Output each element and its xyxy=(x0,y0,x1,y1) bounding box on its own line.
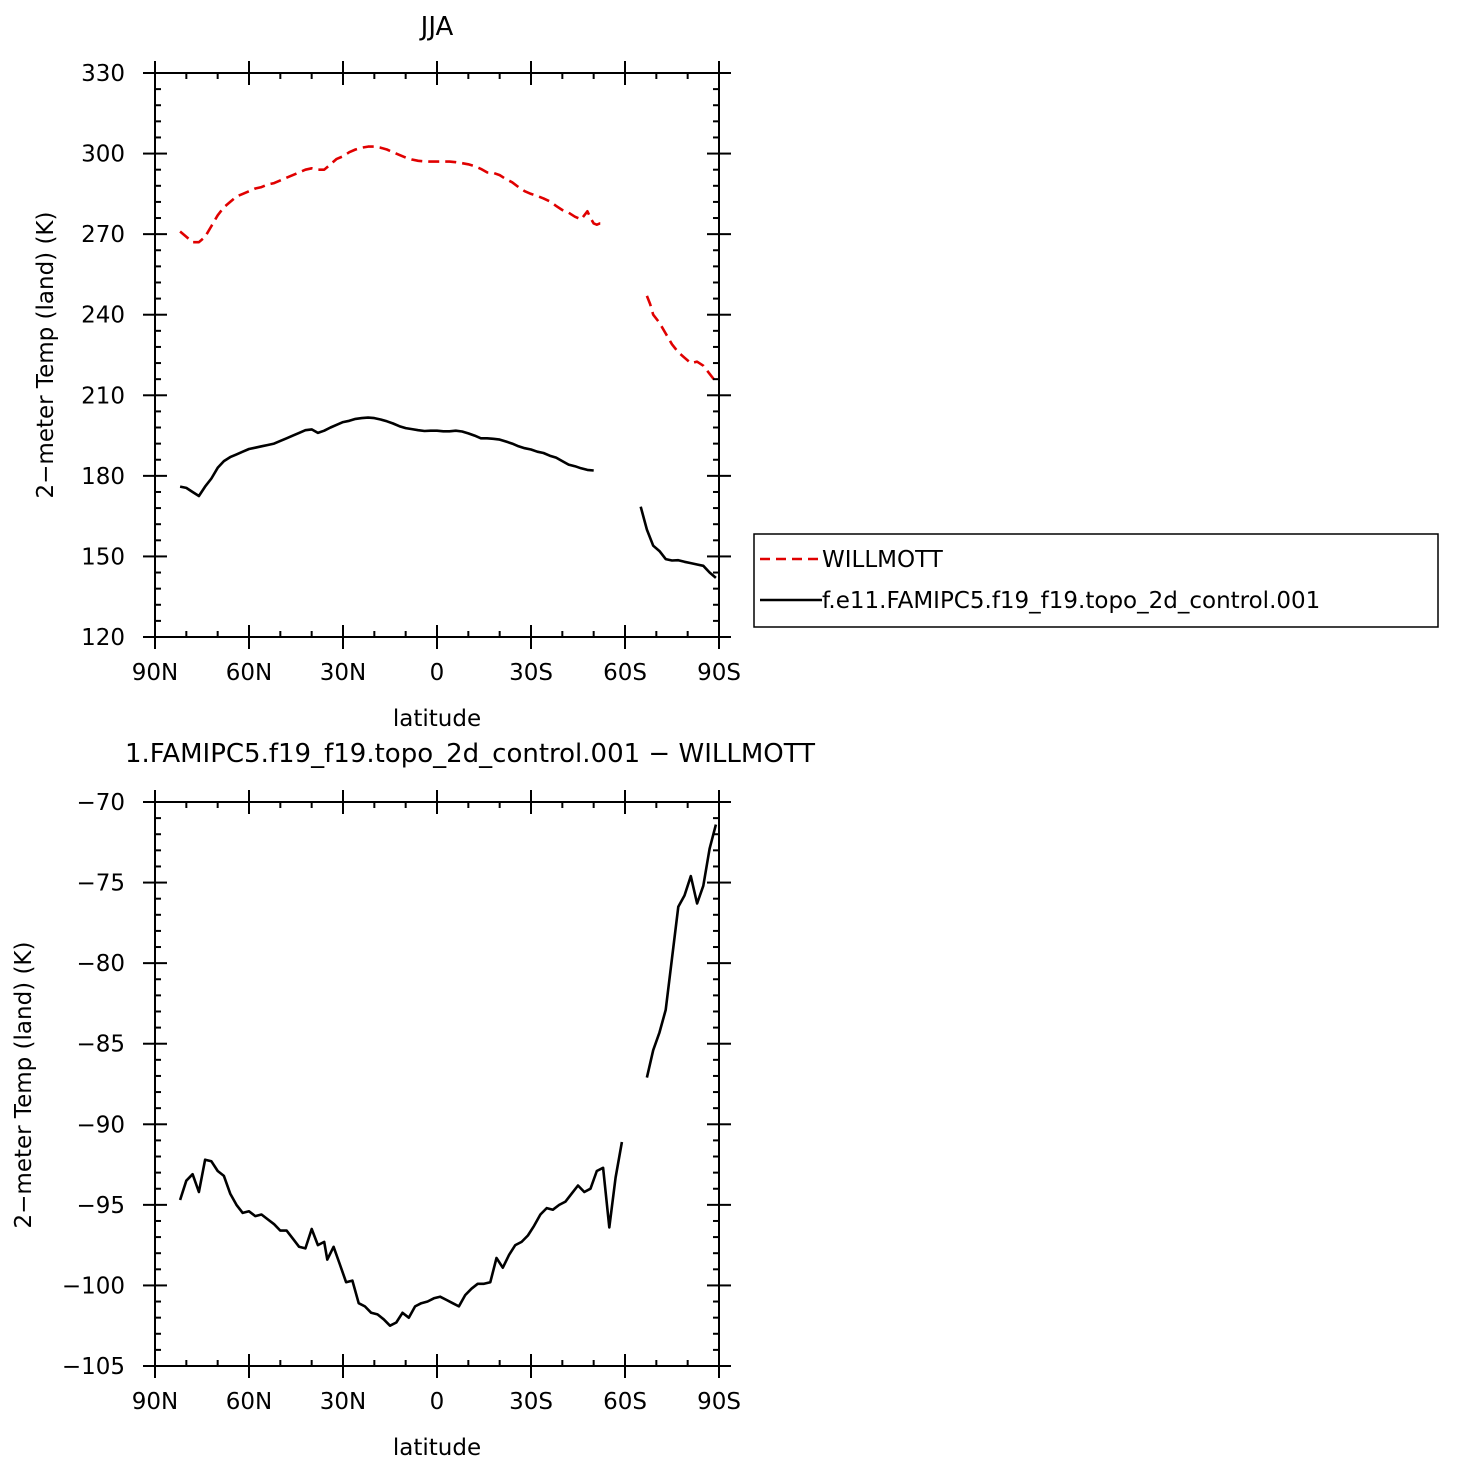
bottom-y-tick-label: −105 xyxy=(62,1354,125,1380)
top-plot-area: 90N 60N 30N 0 30S 60S 90S 330 300 270 240 210 180 150… xyxy=(81,61,741,686)
bottom-x-tick-label: 30S xyxy=(509,1389,553,1415)
top-y-tick-label: 210 xyxy=(81,383,125,409)
top-chart-title: JJA xyxy=(419,12,454,42)
legend-willmott-label: WILLMOTT xyxy=(822,547,944,573)
top-x-tick-label: 60N xyxy=(226,660,272,686)
bottom-plot-area: 90N 60N 30N 0 30S 60S 90S −70 −75 −80 −85 −90 −95 −10… xyxy=(62,790,741,1415)
bottom-y-tick-label: −95 xyxy=(76,1193,125,1219)
top-y-tick-label: 180 xyxy=(81,464,125,490)
top-x-axis-label: latitude xyxy=(393,706,481,732)
bottom-series-0-segment-0 xyxy=(178,1141,624,1327)
bottom-chart-title: 1.FAMIPC5.f19_f19.topo_2d_control.001 − … xyxy=(125,739,815,769)
top-x-tick-label: 30S xyxy=(509,660,553,686)
bottom-plot-frame xyxy=(154,801,720,1367)
bottom-x-tick-label: 90N xyxy=(132,1389,178,1415)
top-series-0-segment-0 xyxy=(179,145,607,244)
top-y-tick-label: 120 xyxy=(81,625,125,651)
bottom-x-tick-label: 60N xyxy=(226,1389,272,1415)
top-y-tick-label: 270 xyxy=(81,222,125,248)
bottom-y-tick-label: −90 xyxy=(76,1112,125,1138)
bottom-x-axis-label: latitude xyxy=(393,1435,481,1461)
bottom-y-tick-label: −75 xyxy=(76,871,125,897)
top-series-0-segment-1 xyxy=(645,295,717,383)
legend: WILLMOTT f.e11.FAMIPC5.f19_f19.topo_2d_c… xyxy=(753,533,1439,628)
bottom-x-tick-label: 30N xyxy=(320,1389,366,1415)
top-x-tick-label: 0 xyxy=(430,660,445,686)
top-series-1-segment-1 xyxy=(639,506,717,579)
bottom-panel: 1.FAMIPC5.f19_f19.topo_2d_control.001 − … xyxy=(11,739,815,1461)
top-y-tick-label: 240 xyxy=(81,303,125,329)
legend-model-label: f.e11.FAMIPC5.f19_f19.topo_2d_control.00… xyxy=(822,588,1320,614)
bottom-y-tick-label: −100 xyxy=(62,1273,125,1299)
bottom-x-tick-label: 0 xyxy=(430,1389,445,1415)
bottom-y-tick-label: −70 xyxy=(76,790,125,816)
top-y-tick-label: 300 xyxy=(81,142,125,168)
top-panel: JJA 90N 60N 30N 0 30S 60S 90S 330 300 270 240 210 18… xyxy=(33,12,741,732)
bottom-x-tick-label: 90S xyxy=(697,1389,741,1415)
bottom-series-0-segment-1 xyxy=(645,824,718,1078)
top-series-1-segment-0 xyxy=(179,416,594,498)
top-x-tick-label: 60S xyxy=(603,660,647,686)
top-x-tick-label: 90N xyxy=(132,660,178,686)
bottom-x-tick-label: 60S xyxy=(603,1389,647,1415)
top-plot-frame xyxy=(154,72,720,638)
bottom-y-tick-label: −80 xyxy=(76,951,125,977)
bottom-y-tick-label: −85 xyxy=(76,1032,125,1058)
top-y-axis-label: 2−meter Temp (land) (K) xyxy=(33,212,59,499)
legend-box xyxy=(753,533,1439,628)
top-y-tick-label: 330 xyxy=(81,61,125,87)
top-y-tick-label: 150 xyxy=(81,544,125,570)
top-x-tick-label: 30N xyxy=(320,660,366,686)
top-x-tick-label: 90S xyxy=(697,660,741,686)
bottom-y-axis-label: 2−meter Temp (land) (K) xyxy=(11,942,37,1229)
